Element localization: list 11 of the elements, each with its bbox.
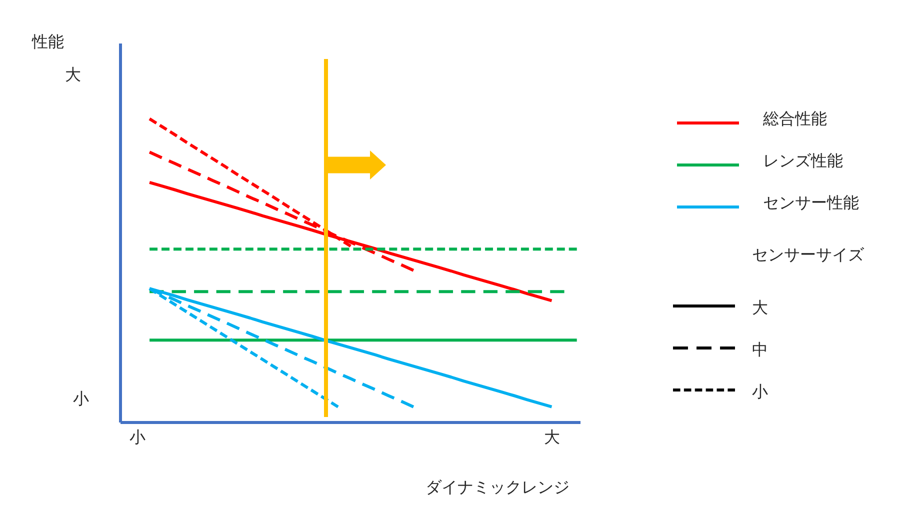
legend-label: センサー性能 [763,193,859,212]
text: 大 [65,65,81,84]
text: 小 [752,382,768,401]
text: 中 [752,340,768,359]
text: 大 [752,298,768,317]
legend-label: レンズ性能 [763,151,843,170]
legend-title: センサーサイズ [752,245,865,264]
text: 性能 [31,32,64,51]
text: 小 [73,389,89,408]
x-axis-title: ダイナミックレンジ [426,478,570,496]
legend-label: 総合性能 [762,109,827,128]
